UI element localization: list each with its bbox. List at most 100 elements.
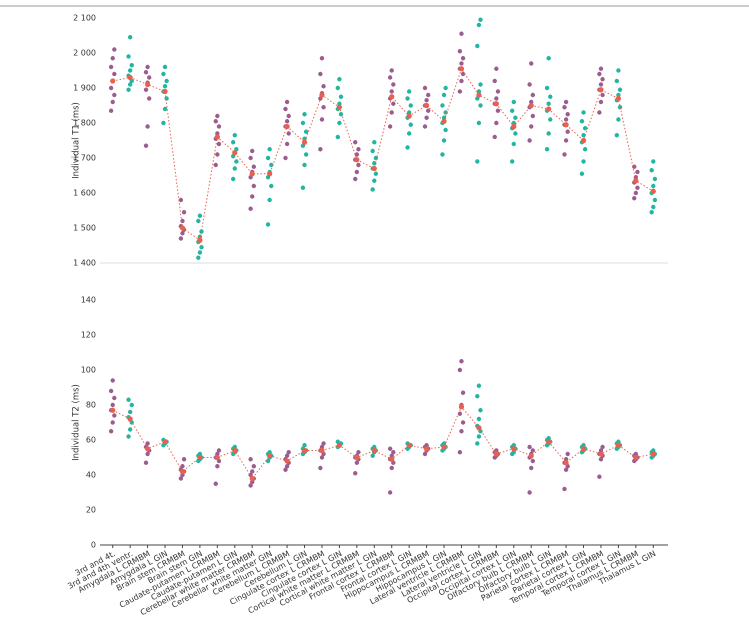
mean-line: [112, 67, 654, 242]
data-point: [337, 101, 342, 106]
data-point: [476, 416, 482, 422]
mean-point: [249, 475, 255, 482]
data-point: [509, 108, 515, 113]
data-point: [112, 47, 117, 52]
data-point: [145, 451, 150, 457]
data-point: [213, 119, 218, 124]
mean-point: [197, 454, 203, 461]
data-point: [162, 106, 168, 112]
data-point: [248, 457, 253, 462]
y-tick-label: 80: [86, 401, 96, 410]
data-point: [108, 85, 114, 91]
data-point: [581, 443, 586, 448]
data-point: [425, 108, 431, 113]
data-point: [651, 204, 656, 210]
data-point: [251, 464, 257, 469]
data-point: [372, 140, 377, 145]
data-point: [616, 92, 621, 98]
data-point: [283, 155, 288, 161]
data-point: [457, 367, 463, 373]
data-point: [110, 402, 115, 408]
data-point: [108, 388, 114, 394]
y-axis-title: Individual T2 (ms): [72, 384, 82, 461]
data-point: [457, 89, 463, 94]
data-point: [110, 99, 115, 105]
data-point: [389, 465, 394, 471]
data-point: [284, 119, 290, 124]
mean-point: [615, 95, 622, 102]
data-point: [303, 129, 309, 134]
data-point: [422, 451, 428, 457]
data-point: [441, 92, 447, 98]
data-point: [337, 77, 342, 82]
y-axis-title: Individual T1 (ms): [72, 102, 82, 179]
y-tick-label: 140: [81, 296, 96, 305]
data-point: [494, 96, 499, 101]
data-point: [598, 66, 604, 71]
data-point: [318, 147, 323, 152]
y-tick-label: 20: [86, 506, 96, 515]
data-point: [579, 171, 585, 176]
data-point: [529, 465, 534, 471]
data-point: [614, 78, 620, 84]
data-point: [335, 134, 341, 140]
data-point: [457, 450, 463, 455]
data-point: [616, 439, 621, 444]
data-point: [302, 136, 307, 141]
data-point: [353, 471, 358, 476]
mean-point: [232, 447, 238, 454]
data-point: [180, 464, 185, 469]
data-point: [443, 85, 448, 91]
data-point: [478, 17, 483, 22]
y-tick-label: 60: [86, 436, 96, 445]
data-point: [251, 164, 257, 169]
data-point: [652, 176, 658, 182]
data-point: [651, 448, 656, 453]
data-point: [216, 141, 222, 147]
data-point: [162, 64, 168, 70]
y-tick-label: 100: [81, 366, 96, 375]
data-point: [164, 78, 169, 84]
data-point: [232, 166, 237, 171]
data-point: [649, 210, 654, 215]
mean-point: [336, 442, 343, 448]
data-point: [600, 444, 605, 450]
data-point: [544, 147, 550, 152]
data-point: [286, 131, 291, 136]
data-point: [302, 162, 307, 168]
mean-point: [476, 92, 482, 98]
data-point: [196, 218, 201, 224]
data-point: [459, 61, 464, 66]
mean-point: [406, 113, 412, 119]
data-point: [563, 138, 569, 143]
data-point: [300, 185, 306, 190]
mean-point: [371, 165, 377, 172]
data-point: [265, 155, 271, 161]
mean-point: [389, 456, 395, 462]
data-point: [459, 31, 464, 36]
data-point: [478, 408, 483, 413]
data-point: [232, 133, 237, 138]
data-point: [511, 450, 516, 455]
data-point: [546, 101, 551, 106]
data-point: [408, 103, 413, 108]
data-point: [178, 236, 184, 241]
mean-point: [546, 439, 552, 445]
data-point: [494, 66, 499, 71]
data-point: [284, 141, 290, 147]
mean-point: [598, 87, 604, 93]
data-point: [126, 397, 131, 402]
data-point: [387, 75, 393, 80]
data-point: [267, 197, 272, 203]
data-point: [300, 120, 306, 126]
y-tick-label: 2 100: [73, 14, 96, 23]
data-point: [460, 56, 466, 61]
data-point: [199, 229, 204, 234]
mean-point: [546, 106, 552, 112]
data-point: [337, 120, 342, 126]
data-point: [284, 99, 290, 105]
data-point: [635, 185, 640, 190]
data-point: [511, 443, 516, 448]
data-point: [494, 120, 499, 126]
